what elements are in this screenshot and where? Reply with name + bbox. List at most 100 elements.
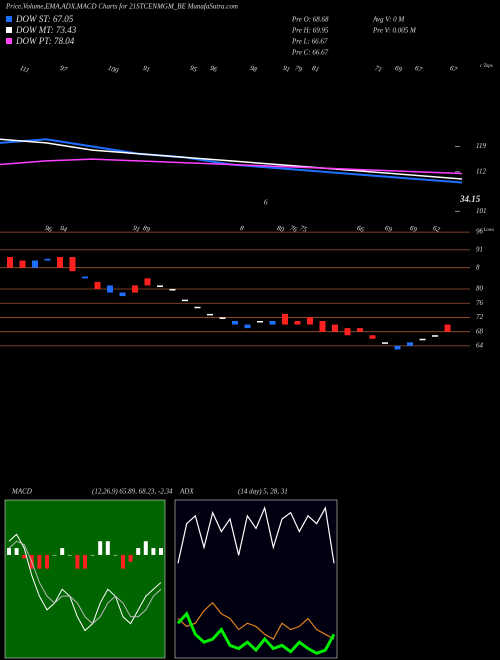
adx-line — [177, 505, 335, 564]
histogram-bar — [105, 541, 110, 555]
top-label: 79 — [294, 64, 304, 74]
candle — [394, 345, 401, 350]
low-label: 76 — [289, 224, 299, 234]
histogram-bar — [14, 548, 19, 555]
panel-title: ADX — [179, 488, 194, 496]
top-label: 71 — [374, 64, 383, 74]
adx-line — [176, 611, 336, 655]
y-tick-label: 101 — [476, 207, 487, 215]
histogram-bar — [75, 554, 80, 569]
candle — [182, 299, 188, 302]
info-text: Pre L: 66.67 — [291, 38, 328, 46]
candle — [132, 285, 138, 293]
top-label: 81 — [311, 64, 320, 74]
legend-label: DOW MT: 73.43 — [15, 25, 77, 35]
y-tick-label: 91 — [476, 245, 483, 253]
low-label: 80 — [276, 224, 286, 234]
adx-line — [177, 601, 335, 640]
candle — [169, 289, 176, 291]
y-tick-label: 112 — [476, 167, 486, 175]
top-label: 69 — [394, 64, 404, 74]
ema-line — [0, 138, 463, 180]
y-tick-label: 72 — [476, 313, 484, 321]
y-tick-label: 68 — [476, 327, 484, 335]
candle — [369, 335, 376, 339]
y-tick-label: 8 — [476, 263, 480, 271]
candle — [119, 292, 126, 297]
legend-swatch — [6, 38, 12, 44]
candle — [69, 257, 76, 272]
candle — [382, 342, 388, 344]
histogram-bar — [52, 554, 57, 556]
candle — [32, 260, 38, 268]
histogram-bar — [37, 554, 42, 569]
candle — [244, 324, 251, 329]
candle — [194, 306, 201, 309]
histogram-bar — [83, 554, 87, 569]
panel-title: MACD — [11, 488, 32, 496]
top-label: 95 — [189, 64, 199, 74]
y-tick-label: 76 — [476, 299, 484, 307]
candle — [7, 257, 13, 268]
panel — [4, 499, 166, 659]
histogram-bar — [90, 554, 95, 556]
top-label: 98 — [249, 64, 259, 74]
candle — [19, 260, 26, 268]
low-label: 66 — [356, 224, 366, 234]
candle — [344, 328, 351, 336]
ema-line — [0, 158, 463, 175]
candle — [444, 324, 451, 332]
top-label: 100 — [107, 64, 120, 75]
candle — [269, 321, 276, 325]
low-label: 69 — [409, 224, 419, 234]
low-label: 62 — [432, 224, 442, 234]
histogram-bar — [128, 554, 133, 562]
candle — [282, 313, 288, 325]
candle — [407, 342, 413, 346]
info-text: Pre V: 0.005 M — [372, 27, 417, 35]
candle — [82, 276, 88, 279]
histogram-bar — [45, 554, 49, 569]
top-label: 67 — [449, 64, 459, 74]
top-label: 111 — [19, 64, 31, 75]
panel-subtitle: (14 day) 5, 28, 31 — [238, 488, 288, 496]
info-text: Pre O: 68.68 — [291, 16, 329, 24]
candle — [157, 285, 163, 287]
candle — [307, 317, 313, 325]
histogram-bar — [67, 554, 72, 556]
y-tick-label: 119 — [476, 142, 486, 150]
low-label: 8 — [239, 224, 245, 233]
candle — [319, 321, 326, 332]
low-label: 96 — [44, 224, 54, 234]
top-label: 67 — [414, 64, 424, 74]
candle — [357, 328, 363, 332]
y-tick-label: 80 — [476, 285, 484, 293]
histogram-bar — [159, 548, 163, 555]
candle — [94, 281, 101, 289]
histogram-bar — [151, 548, 156, 555]
candle — [57, 257, 63, 268]
candle — [107, 285, 113, 293]
macd-line — [8, 540, 162, 625]
candle — [419, 338, 426, 341]
legend-label: DOW ST: 67.05 — [15, 14, 74, 24]
panel-subtitle: (12,26,9) 65.89, 68.23, -2.34 — [92, 488, 173, 496]
top-label: 96 — [209, 64, 219, 74]
histogram-bar — [143, 541, 148, 555]
legend-swatch — [6, 16, 12, 22]
legend-swatch — [6, 27, 12, 33]
annotation: 6 — [264, 199, 268, 207]
top-label: 97 — [59, 64, 69, 74]
low-label: 91 — [132, 224, 141, 234]
candle — [332, 324, 338, 332]
histogram-bar — [136, 548, 141, 555]
candle — [144, 278, 151, 286]
top-caption: c Tops — [480, 64, 493, 69]
top-label: 91 — [282, 64, 291, 74]
histogram-bar — [113, 554, 118, 556]
top-label: 91 — [142, 64, 151, 74]
candle — [432, 335, 438, 337]
candle — [219, 317, 226, 319]
panel — [174, 499, 338, 659]
